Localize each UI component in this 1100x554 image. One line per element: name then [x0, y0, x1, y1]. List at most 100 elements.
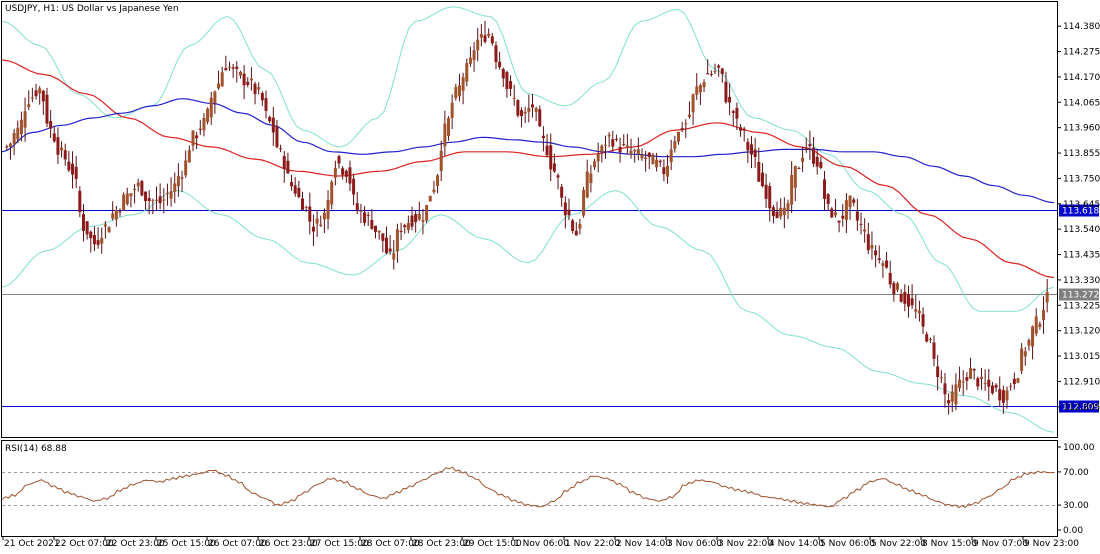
candle-body	[118, 211, 122, 213]
candle-body	[406, 223, 410, 230]
candle-body	[337, 156, 341, 164]
candle-body	[304, 206, 308, 208]
candle-body	[972, 368, 976, 371]
candle-body	[476, 39, 480, 51]
candle-body	[742, 128, 746, 131]
candle-body	[556, 175, 560, 178]
candle-body	[162, 199, 166, 201]
time-tick-label: 2 Nov 14:00	[616, 539, 671, 549]
candle-body	[209, 97, 213, 118]
rsi-tick-label: 70.00	[1063, 468, 1089, 478]
candle-body	[275, 126, 279, 148]
candle-body	[421, 219, 425, 222]
candle-body	[279, 148, 283, 150]
candle-body	[92, 234, 96, 245]
price-axis: 114.380 114.275 114.170 114.065 113.960 113.8…	[1057, 22, 1100, 536]
candle-body	[706, 73, 710, 75]
candle-body	[994, 384, 998, 388]
price-tick-label: 113.750	[1063, 174, 1100, 184]
candle-body	[494, 45, 498, 63]
indicator-lines	[1, 6, 1055, 433]
candle-body	[341, 168, 345, 175]
candle-body	[63, 150, 67, 160]
candle-body	[885, 260, 889, 268]
candle-body	[1034, 316, 1038, 334]
candle-body	[238, 71, 242, 76]
candle-body	[498, 61, 502, 68]
candle-body	[698, 85, 702, 93]
candle-body	[771, 207, 775, 217]
candle-body	[180, 177, 184, 179]
candle-body	[23, 111, 27, 128]
chart-title: USDJPY, H1: US Dollar vs Japanese Yen	[5, 4, 179, 14]
candle-body	[165, 192, 169, 194]
candle-body	[625, 145, 629, 149]
price-tick-label: 114.380	[1063, 22, 1100, 32]
candle-body	[801, 157, 805, 162]
price-level-label: 113.272	[1062, 291, 1099, 301]
candle-body	[921, 314, 925, 327]
candle-body	[746, 141, 750, 151]
candle-body	[472, 50, 476, 60]
candle-body	[691, 94, 695, 113]
candle-body	[782, 207, 786, 216]
candle-body	[866, 234, 870, 251]
candle-body	[52, 133, 56, 142]
candle-body	[392, 253, 396, 260]
candle-body	[793, 166, 797, 188]
price-level-badge	[1059, 288, 1099, 301]
candle-body	[74, 166, 78, 179]
candle-body	[1016, 378, 1020, 383]
candle-body	[651, 154, 655, 165]
candle-body	[881, 263, 885, 266]
candle-body	[512, 97, 516, 99]
candle-body	[731, 111, 735, 113]
candle-body	[111, 213, 115, 219]
time-tick-label: 22 Oct 07:00	[55, 539, 114, 549]
candle-body	[301, 198, 305, 210]
candle-body	[96, 240, 100, 245]
candle-body	[549, 145, 553, 170]
candle-body	[140, 181, 144, 196]
candle-body	[447, 118, 451, 136]
candle-body	[571, 220, 575, 231]
rsi-indicator	[1, 466, 1057, 509]
candle-body	[724, 81, 728, 103]
candle-body	[1023, 351, 1027, 357]
candle-body	[213, 91, 217, 104]
candle-body	[249, 78, 253, 81]
candle-body	[253, 83, 257, 95]
candle-body	[896, 283, 900, 290]
time-tick-label: 22 Oct 23:00	[106, 539, 165, 549]
candle-body	[917, 310, 921, 314]
candle-body	[779, 207, 783, 217]
candle-body	[702, 82, 706, 88]
candle-body	[560, 186, 564, 198]
ma-slow-line	[1, 98, 1055, 204]
candle-body	[936, 366, 940, 378]
candle-body	[979, 376, 983, 379]
candle-body	[534, 108, 538, 112]
candle-body	[622, 144, 626, 146]
candle-body	[768, 186, 772, 209]
candle-body	[709, 73, 713, 75]
price-tick-label: 113.225	[1063, 301, 1100, 311]
candle-body	[151, 200, 155, 202]
candle-body	[786, 203, 790, 211]
candle-body	[169, 191, 173, 199]
candle-body	[27, 104, 31, 108]
candle-body	[315, 218, 319, 224]
price-tick-label: 113.015	[1063, 352, 1100, 362]
candle-body	[527, 107, 531, 112]
time-tick-label: 5 Nov 06:00	[820, 539, 875, 549]
candle-body	[454, 87, 458, 99]
candle-body	[468, 57, 472, 64]
candles	[5, 21, 1049, 415]
candle-body	[71, 163, 75, 175]
candle-body	[804, 148, 808, 150]
candle-body	[308, 206, 312, 222]
candle-body	[217, 83, 221, 89]
candle-body	[195, 135, 199, 139]
